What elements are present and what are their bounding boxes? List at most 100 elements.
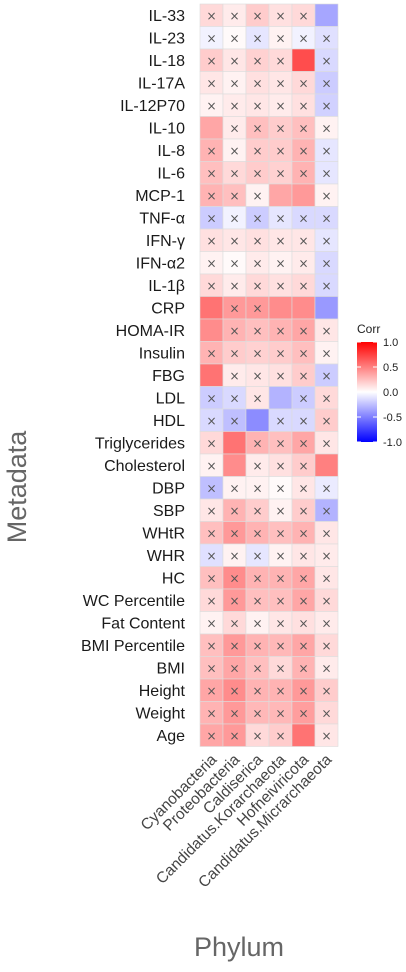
y-tick-label: MCP-1 <box>135 188 185 205</box>
nonsignificant-mark: × <box>321 369 331 383</box>
nonsignificant-mark: × <box>321 189 331 203</box>
nonsignificant-mark: × <box>275 166 285 180</box>
nonsignificant-mark: × <box>298 99 308 113</box>
nonsignificant-mark: × <box>321 76 331 90</box>
nonsignificant-mark: × <box>229 211 239 225</box>
heatmap-cell <box>245 408 270 432</box>
nonsignificant-mark: × <box>252 661 262 675</box>
y-tick-label: BMI <box>157 660 185 677</box>
nonsignificant-mark: × <box>275 54 285 68</box>
nonsignificant-mark: × <box>252 594 262 608</box>
nonsignificant-mark: × <box>321 144 331 158</box>
nonsignificant-mark: × <box>298 76 308 90</box>
nonsignificant-mark: × <box>275 706 285 720</box>
nonsignificant-mark: × <box>298 684 308 698</box>
heatmap-cell <box>314 3 339 27</box>
nonsignificant-mark: × <box>206 436 216 450</box>
nonsignificant-mark: × <box>229 54 239 68</box>
nonsignificant-mark: × <box>298 234 308 248</box>
y-tick-label: Height <box>139 683 186 700</box>
nonsignificant-mark: × <box>275 459 285 473</box>
y-tick-label: IL-10 <box>149 120 186 137</box>
nonsignificant-mark: × <box>321 31 331 45</box>
y-tick-label: TNF-α <box>139 210 185 227</box>
nonsignificant-mark: × <box>275 346 285 360</box>
nonsignificant-mark: × <box>229 481 239 495</box>
nonsignificant-mark: × <box>252 729 262 743</box>
heatmap-cell <box>222 431 247 455</box>
nonsignificant-mark: × <box>229 661 239 675</box>
nonsignificant-mark: × <box>252 166 262 180</box>
nonsignificant-mark: × <box>298 144 308 158</box>
nonsignificant-mark: × <box>229 526 239 540</box>
nonsignificant-mark: × <box>252 346 262 360</box>
nonsignificant-mark: × <box>206 279 216 293</box>
y-tick-label: SBP <box>153 503 185 520</box>
nonsignificant-mark: × <box>321 99 331 113</box>
heatmap-cell <box>222 453 247 477</box>
heatmap-cells <box>199 3 339 747</box>
nonsignificant-mark: × <box>252 684 262 698</box>
y-tick-label: Insulin <box>139 345 185 362</box>
nonsignificant-mark: × <box>252 76 262 90</box>
nonsignificant-mark: × <box>298 346 308 360</box>
nonsignificant-mark: × <box>275 481 285 495</box>
nonsignificant-mark: × <box>275 526 285 540</box>
nonsignificant-mark: × <box>298 481 308 495</box>
nonsignificant-mark: × <box>252 324 262 338</box>
legend-tick-label: 1.0 <box>383 337 398 349</box>
nonsignificant-mark: × <box>321 616 331 630</box>
nonsignificant-mark: × <box>321 571 331 585</box>
nonsignificant-mark: × <box>206 571 216 585</box>
nonsignificant-mark: × <box>321 211 331 225</box>
nonsignificant-mark: × <box>206 594 216 608</box>
y-tick-label: HOMA-IR <box>116 323 185 340</box>
nonsignificant-mark: × <box>298 639 308 653</box>
nonsignificant-mark: × <box>321 414 331 428</box>
nonsignificant-mark: × <box>206 189 216 203</box>
nonsignificant-mark: × <box>321 706 331 720</box>
nonsignificant-mark: × <box>229 346 239 360</box>
nonsignificant-mark: × <box>275 369 285 383</box>
nonsignificant-mark: × <box>321 661 331 675</box>
nonsignificant-mark: × <box>252 54 262 68</box>
nonsignificant-mark: × <box>275 684 285 698</box>
nonsignificant-mark: × <box>252 279 262 293</box>
heatmap-cell <box>314 296 339 320</box>
nonsignificant-mark: × <box>252 526 262 540</box>
nonsignificant-mark: × <box>252 706 262 720</box>
color-legend: Corr 1.0 0.5 0.0 -0.5 -1.0 <box>357 322 402 449</box>
nonsignificant-mark: × <box>321 234 331 248</box>
nonsignificant-mark: × <box>298 256 308 270</box>
nonsignificant-mark: × <box>206 31 216 45</box>
nonsignificant-mark: × <box>229 76 239 90</box>
nonsignificant-mark: × <box>275 234 285 248</box>
heatmap-cell <box>291 296 316 320</box>
nonsignificant-mark: × <box>206 99 216 113</box>
y-tick-label: HC <box>162 570 185 587</box>
y-tick-label: Triglycerides <box>95 435 185 452</box>
heatmap-cell <box>199 363 224 387</box>
nonsignificant-mark: × <box>206 706 216 720</box>
nonsignificant-mark: × <box>298 121 308 135</box>
nonsignificant-mark: × <box>321 256 331 270</box>
legend-ticks: 1.0 0.5 0.0 -0.5 -1.0 <box>357 337 402 449</box>
nonsignificant-mark: × <box>321 54 331 68</box>
nonsignificant-mark: × <box>275 144 285 158</box>
nonsignificant-mark: × <box>321 594 331 608</box>
nonsignificant-mark: × <box>229 571 239 585</box>
y-tick-label: IL-8 <box>157 143 185 160</box>
nonsignificant-mark: × <box>229 616 239 630</box>
nonsignificant-mark: × <box>206 414 216 428</box>
nonsignificant-mark: × <box>275 414 285 428</box>
x-tick-labels: CyanobacteriaProteobacteriaCaldisericaCa… <box>138 751 336 891</box>
nonsignificant-mark: × <box>298 414 308 428</box>
nonsignificant-mark: × <box>321 279 331 293</box>
heatmap-cell <box>199 318 224 342</box>
significance-marks: × × × × × × × × × × × × × × × × × × × × × × × × × × × × × × × × × × × × × × × ×… <box>206 9 331 743</box>
nonsignificant-mark: × <box>206 639 216 653</box>
legend-colorbar <box>357 342 377 442</box>
nonsignificant-mark: × <box>252 211 262 225</box>
y-tick-label: IFN-γ <box>146 233 185 250</box>
nonsignificant-mark: × <box>229 414 239 428</box>
